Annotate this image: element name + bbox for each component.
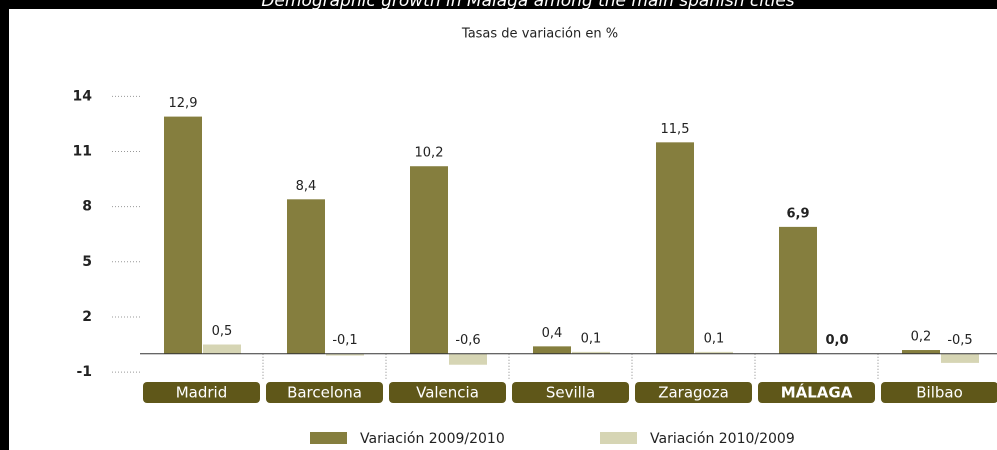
x-tick-label: Zaragoza [658,384,729,402]
value-label: 0,0 [825,333,848,348]
legend-swatch [310,432,347,444]
bar [695,351,733,354]
category-box [512,382,629,403]
x-tick-label: Sevilla [546,384,595,402]
y-tick-label: 2 [82,309,92,325]
x-tick-label: Bilbao [916,384,963,402]
category-box [635,382,752,403]
legend-swatch [600,432,637,444]
y-tick-label: 11 [73,144,92,160]
category-box [758,382,875,403]
x-tick-label: Madrid [176,384,228,402]
value-label: -0,5 [947,333,972,348]
value-label: 0,2 [911,330,932,345]
x-tick-label: Barcelona [287,384,362,402]
bar [326,353,364,356]
y-tick-label: 5 [82,254,92,270]
value-label: -0,1 [332,333,357,348]
legend-label: Variación 2010/2009 [650,431,795,447]
y-tick-label: -1 [76,364,92,380]
value-label: 0,5 [212,324,233,339]
bar [572,351,610,354]
bar [779,226,817,354]
title-band [0,0,997,9]
bar [941,353,979,363]
value-label: 12,9 [169,96,198,111]
bar [533,346,571,354]
bar [287,199,325,354]
chart-subtitle: Tasas de variación en % [461,27,618,42]
value-label: 11,5 [661,122,690,137]
category-box [389,382,506,403]
chart-title: Demographic growth in Málaga among the m… [261,0,794,11]
category-box [881,382,997,403]
y-tick-label: 8 [82,199,92,215]
bar [410,166,448,354]
x-tick-label: Valencia [416,384,479,402]
value-label: 10,2 [415,146,444,161]
bar [656,142,694,354]
value-label: -0,6 [455,333,480,348]
x-tick-label: MÁLAGA [781,383,853,402]
category-box [143,382,260,403]
y-tick-label: 14 [73,88,93,104]
value-label: 8,4 [296,179,317,194]
bar [902,350,940,354]
legend-label: Variación 2009/2010 [360,431,505,447]
value-label: 0,4 [542,326,563,341]
frame-left [0,0,9,450]
bar [203,344,241,354]
bar [164,116,202,354]
value-label: 0,1 [704,331,725,346]
category-box [266,382,383,403]
value-label: 6,9 [786,206,809,221]
value-label: 0,1 [581,331,602,346]
bar [449,353,487,365]
